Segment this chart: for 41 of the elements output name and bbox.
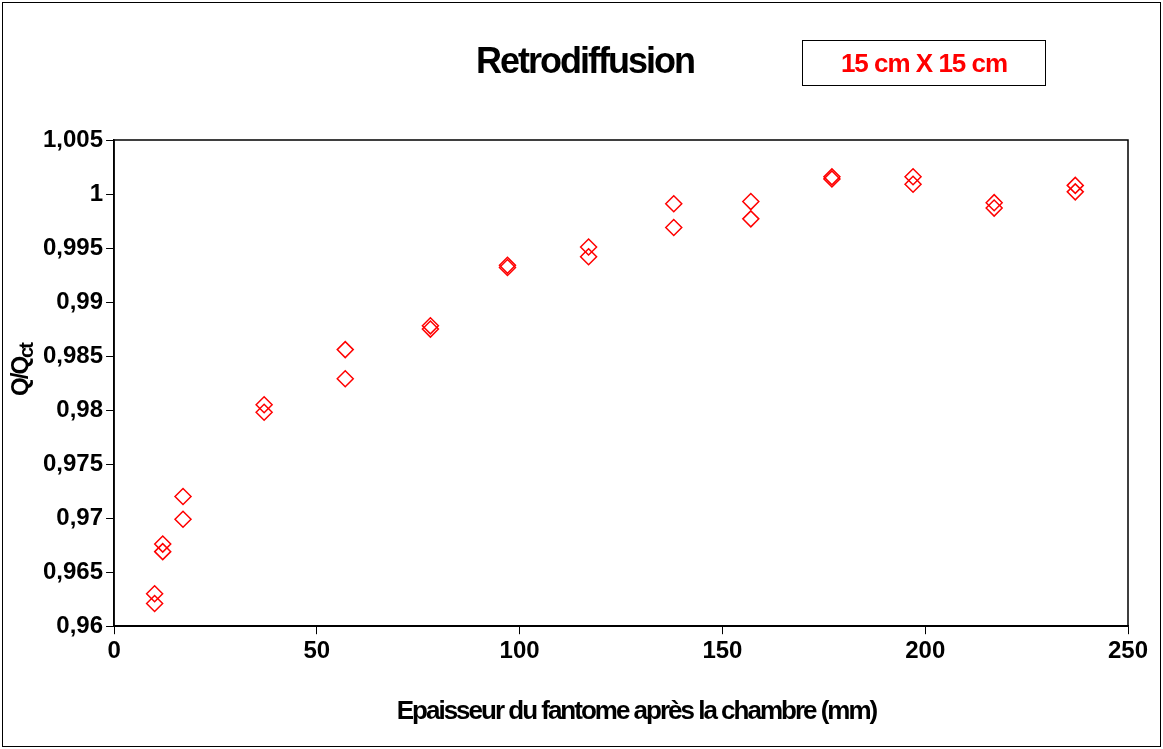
y-tick-label: 0,985 xyxy=(43,340,104,368)
point xyxy=(336,340,354,359)
y-tick-label: 0,99 xyxy=(56,286,104,314)
point xyxy=(255,395,273,414)
y-tick-label: 0,965 xyxy=(43,556,104,584)
point xyxy=(985,199,1003,217)
y-tick-label: 0,995 xyxy=(43,232,104,260)
point xyxy=(1066,176,1085,195)
point xyxy=(153,535,172,553)
point xyxy=(665,195,683,213)
point xyxy=(174,510,192,528)
y-tick-label: 0,975 xyxy=(43,448,104,476)
point xyxy=(1066,183,1085,201)
x-tick-label: 150 xyxy=(702,636,743,664)
point xyxy=(579,238,598,256)
y-tick-label: 0,97 xyxy=(56,502,104,530)
x-tick-label: 100 xyxy=(499,636,540,664)
point xyxy=(255,403,273,422)
x-tick-label: 250 xyxy=(1107,636,1149,664)
point xyxy=(336,370,354,388)
point xyxy=(742,192,760,211)
point xyxy=(174,487,192,506)
y-tick-label: 0,98 xyxy=(56,394,104,422)
point xyxy=(742,210,760,228)
point xyxy=(153,542,172,561)
point xyxy=(665,218,683,237)
y-tick-label: 1,005 xyxy=(43,124,104,152)
y-tick-label: 0,96 xyxy=(56,610,104,638)
point xyxy=(904,175,922,194)
point xyxy=(579,247,598,266)
point xyxy=(145,594,164,613)
y-tick-label: 1 xyxy=(89,178,104,206)
x-axis-title: Epaisseur du fantome après la chambre (mm) xyxy=(395,695,878,726)
x-tick-label: 50 xyxy=(303,636,331,664)
point xyxy=(985,193,1003,212)
x-tick-label: 200 xyxy=(905,636,946,664)
text: 15 cm X 15 cm xyxy=(802,40,1046,86)
point xyxy=(904,167,922,186)
x-tick-label: 0 xyxy=(107,636,121,664)
point xyxy=(145,585,164,603)
chart-title: Retrodiffusion xyxy=(475,40,695,82)
